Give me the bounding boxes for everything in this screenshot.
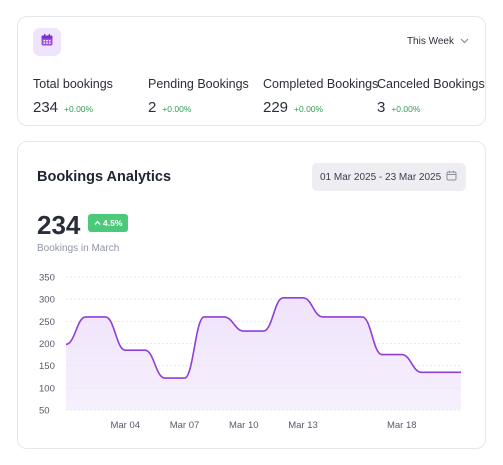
stat-change: +0.00%: [162, 104, 192, 114]
stat-change: +0.00%: [294, 104, 324, 114]
stat-total-bookings: Total bookings 234 +0.00%: [33, 77, 113, 116]
stat-pending-bookings: Pending Bookings 2 +0.00%: [148, 77, 249, 116]
stat-value: 2: [148, 99, 157, 116]
stat-change: +0.00%: [64, 104, 94, 114]
calendar-badge: [33, 28, 61, 56]
y-tick-label: 150: [39, 361, 55, 372]
stat-canceled-bookings: Canceled Bookings 3 +0.00%: [377, 77, 485, 116]
growth-badge: 4.5%: [88, 214, 129, 232]
series-line: [65, 297, 461, 379]
bookings-subtitle: Bookings in March: [37, 243, 120, 254]
x-tick-label: Mar 07: [170, 420, 200, 431]
y-tick-label: 50: [39, 406, 50, 417]
y-tick-label: 200: [39, 339, 55, 350]
arrow-up-icon: [94, 218, 101, 228]
stat-label: Pending Bookings: [148, 77, 249, 91]
y-tick-label: 250: [39, 317, 55, 328]
calendar-icon: [40, 33, 54, 52]
x-tick-label: Mar 13: [288, 420, 318, 431]
calendar-icon: [446, 170, 457, 184]
y-tick-label: 300: [39, 295, 55, 306]
y-tick-label: 350: [39, 273, 55, 284]
growth-value: 4.5%: [103, 218, 123, 228]
total-bookings-value: 234: [37, 210, 81, 240]
period-dropdown[interactable]: This Week: [407, 36, 469, 47]
chevron-down-icon: [460, 36, 469, 47]
x-tick-label: Mar 18: [387, 420, 417, 431]
stat-value: 3: [377, 99, 386, 116]
stat-value: 234: [33, 99, 59, 116]
stat-label: Completed Bookings: [263, 77, 379, 91]
stat-completed-bookings: Completed Bookings 229 +0.00%: [263, 77, 378, 116]
analytics-title: Bookings Analytics: [37, 169, 172, 185]
stat-change: +0.00%: [391, 104, 421, 114]
stat-label: Canceled Bookings: [377, 77, 485, 91]
stat-value: 229: [263, 99, 289, 116]
x-tick-label: Mar 04: [110, 420, 140, 431]
period-label: This Week: [406, 36, 454, 47]
area-fill: [66, 297, 461, 410]
stats-card: This Week Total bookings 234 +0.00% Pend…: [17, 16, 486, 126]
y-tick-label: 100: [39, 383, 55, 394]
date-range-label: 01 Mar 2025 - 23 Mar 2025: [320, 171, 442, 183]
bookings-area-chart: 50 100 150 200 250 300 350 Mar 04 Mar 07 Mar 10 Ma…: [39, 273, 462, 431]
stat-label: Total bookings: [33, 77, 113, 91]
date-range-picker[interactable]: 01 Mar 2025 - 23 Mar 2025: [312, 163, 466, 191]
x-tick-label: Mar 10: [229, 420, 259, 431]
analytics-card: Bookings Analytics 01 Mar 2025 - 23 Mar …: [17, 141, 486, 449]
